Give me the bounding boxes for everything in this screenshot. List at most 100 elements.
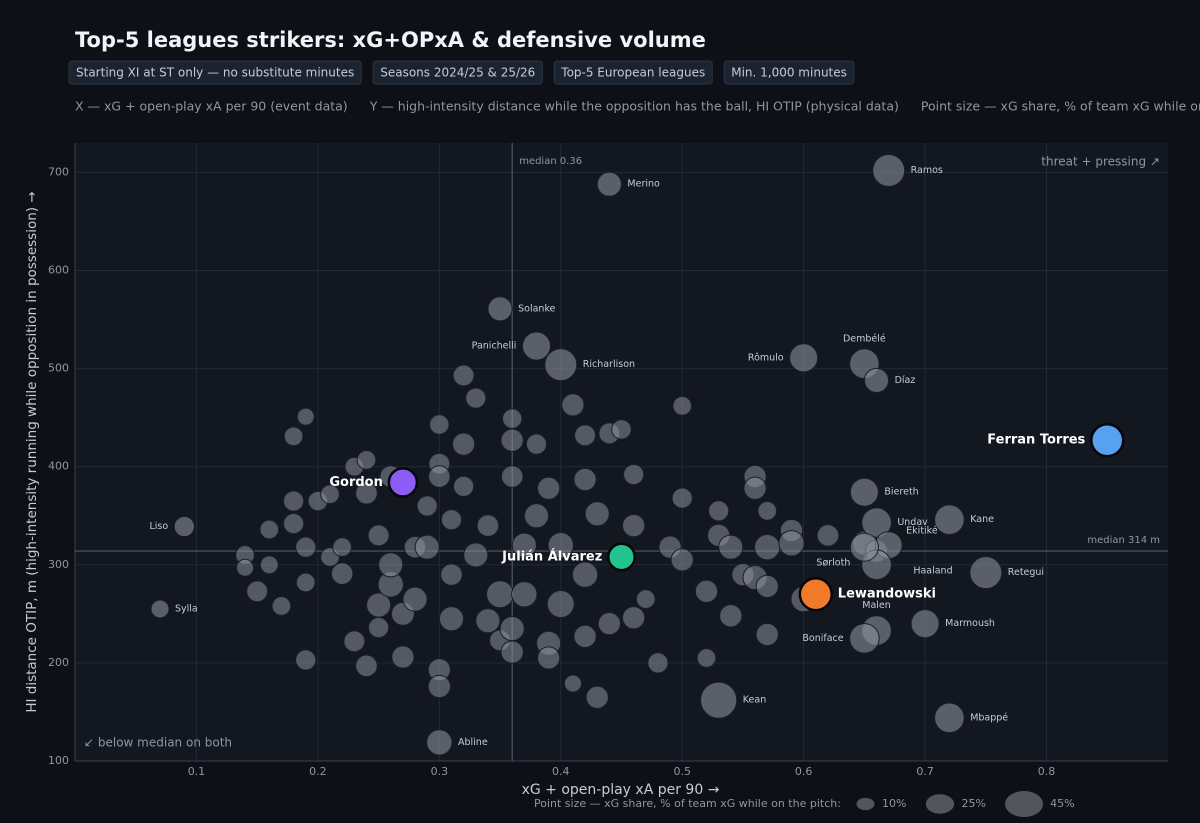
bubble: [585, 685, 609, 709]
plot-area: [75, 143, 1168, 761]
bubble: [402, 586, 428, 612]
x-tick-label: 0.2: [309, 765, 327, 778]
bubble: [596, 171, 622, 197]
bubble: [757, 501, 778, 521]
y-tick-label: 700: [48, 165, 69, 178]
size-legend-marker: [1005, 790, 1044, 818]
bubble: [863, 367, 890, 393]
bubble: [849, 623, 880, 654]
bubble: [500, 640, 524, 664]
x-tick-label: 0.7: [916, 765, 934, 778]
size-legend-marker: [856, 797, 875, 811]
point-label: Haaland: [913, 565, 952, 576]
bubble: [671, 487, 693, 509]
bubble: [969, 556, 1003, 590]
bubble: [816, 524, 840, 547]
chart-title: Top-5 leagues strikers: xG+OPxA & defens…: [75, 28, 706, 52]
bubble: [440, 509, 463, 531]
bubble: [368, 616, 390, 639]
bubble: [487, 296, 513, 322]
bubble: [295, 536, 317, 558]
bubble: [718, 534, 744, 560]
bubble: [486, 580, 515, 609]
bubble: [414, 534, 440, 560]
point-label: Sylla: [175, 603, 198, 614]
bubble: [563, 674, 582, 693]
bubble: [934, 504, 965, 535]
bubble: [429, 414, 450, 435]
bubble: [476, 514, 500, 537]
bubble: [500, 428, 524, 452]
point-label: Undav: [897, 517, 928, 528]
point-label: Kean: [743, 695, 766, 706]
bubble: [743, 476, 767, 500]
bubble: [428, 465, 451, 488]
bubble: [355, 481, 378, 505]
bubble: [647, 652, 669, 674]
x-tick-label: 0.6: [795, 765, 813, 778]
bubble: [427, 674, 451, 699]
y-tick-label: 300: [48, 558, 69, 571]
point-label: Marmoush: [945, 618, 995, 629]
bubble: [789, 343, 819, 373]
bubble: [271, 596, 292, 616]
bubble: [426, 729, 453, 756]
bubble: [173, 515, 195, 538]
point-label: Panichelli: [472, 341, 517, 352]
size-legend-marker: [925, 794, 955, 814]
bubble: [355, 654, 378, 678]
bubble: [150, 599, 170, 619]
bubble: [700, 681, 738, 719]
bubble: [708, 500, 730, 522]
bubble: [259, 555, 279, 575]
bubble: [246, 580, 269, 603]
bubble: [561, 393, 585, 417]
bubble: [861, 507, 892, 538]
bubble: [501, 408, 523, 429]
bubble: [416, 495, 438, 517]
x-tick-label: 0.1: [188, 765, 206, 778]
bubble: [719, 604, 743, 628]
size-legend-title: Point size — xG share, % of team xG whil…: [534, 797, 841, 810]
point-label: Retegui: [1008, 567, 1044, 578]
bubble: [451, 432, 476, 456]
bubble: [584, 501, 610, 527]
bubble: [573, 624, 597, 649]
bubble: [391, 645, 415, 669]
point-label: Malen: [862, 600, 891, 611]
chip: Starting XI at ST only — no substitute m…: [68, 60, 362, 85]
bubble: [295, 572, 316, 593]
bubble: [635, 589, 656, 609]
bubble: [611, 419, 632, 440]
bubble: [544, 348, 578, 382]
bubble: [571, 561, 599, 588]
highlight-label: Lewandowski: [838, 587, 936, 602]
highlight-bubble: [387, 467, 419, 498]
bubble: [754, 533, 781, 561]
highlight-bubble: [1090, 423, 1125, 458]
bubble: [296, 407, 315, 426]
point-label: Mbappé: [970, 712, 1008, 723]
bubble: [696, 648, 717, 668]
bubble: [332, 537, 353, 558]
point-label: Abline: [458, 737, 488, 748]
bubble: [574, 424, 597, 447]
highlight-bubble: [798, 577, 834, 612]
point-label: Rômulo: [748, 352, 784, 363]
bubble: [500, 465, 524, 488]
bubble: [521, 331, 552, 361]
y-tick-label: 500: [48, 362, 69, 375]
bubble: [282, 490, 305, 512]
chip-box: [372, 60, 543, 85]
y-tick-label: 600: [48, 264, 69, 277]
chip: Min. 1,000 minutes: [723, 60, 855, 85]
chip-box: [553, 60, 713, 85]
size-legend-label: 45%: [1050, 797, 1074, 810]
bubble: [755, 622, 779, 647]
bubble: [343, 630, 366, 653]
point-label: Díaz: [895, 375, 916, 386]
chip-box: [68, 60, 362, 85]
point-label: Richarlison: [583, 359, 635, 370]
bubble: [525, 433, 548, 455]
note: Y — high-intensity distance while the op…: [369, 99, 899, 114]
